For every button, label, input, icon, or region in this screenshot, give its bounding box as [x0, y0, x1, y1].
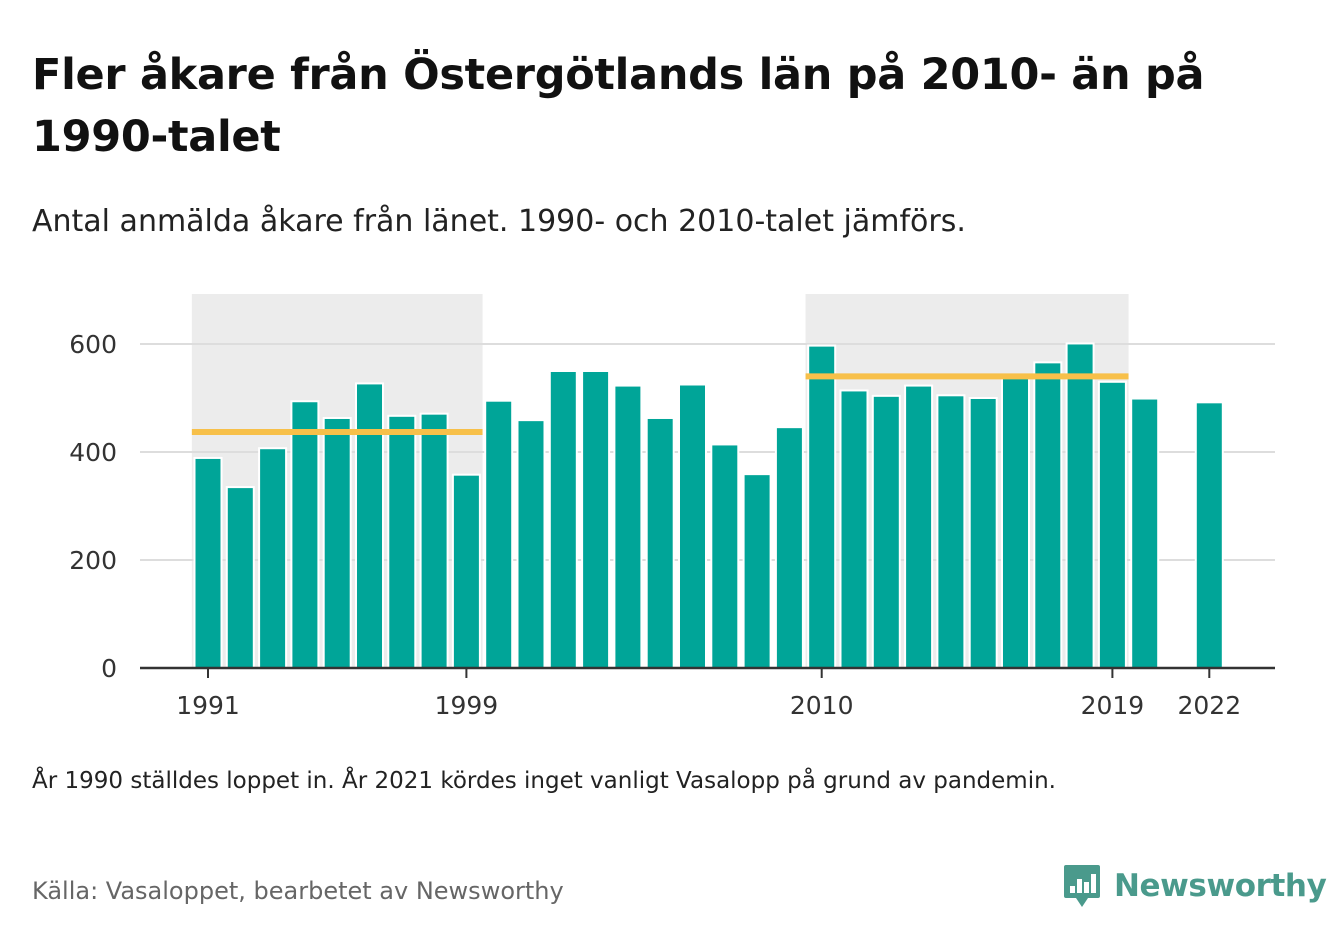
y-tick-label-600: 600 [69, 330, 117, 359]
bar-1997 [387, 414, 417, 669]
y-tick-label-200: 200 [69, 546, 117, 575]
bar-1993 [258, 447, 288, 669]
chart-subtitle: Antal anmälda åkare från länet. 1990- oc… [32, 204, 966, 239]
chart-note: År 1990 ställdes loppet in. År 2021 körd… [32, 768, 1056, 794]
bar-2009 [774, 426, 804, 669]
bar-2000 [484, 399, 514, 669]
bar-chart: 0 200 400 600 1991 1999 2010 2019 2022 [69, 294, 1275, 720]
y-tick-label-400: 400 [69, 438, 117, 467]
x-tick-label-2019: 2019 [1081, 691, 1145, 720]
bar-2012 [871, 394, 901, 669]
bar-1994 [290, 400, 320, 670]
bar-2022 [1194, 401, 1224, 669]
bar-2001 [516, 419, 546, 669]
bar-2006 [678, 383, 707, 669]
bar-2005 [645, 416, 675, 669]
bar-2002 [548, 370, 578, 669]
bar-2007 [710, 443, 740, 669]
bar-1995 [322, 416, 352, 669]
x-tick-label-2022: 2022 [1177, 691, 1241, 720]
x-tick-label-2010: 2010 [790, 691, 854, 720]
y-tick-label-0: 0 [101, 654, 117, 683]
chart-title: Fler åkare från Östergötlands län på 201… [32, 50, 1205, 162]
bar-2017 [1033, 361, 1063, 670]
x-tick-label-1991: 1991 [176, 691, 240, 720]
bar-2015 [968, 397, 998, 669]
bar-2004 [613, 384, 643, 670]
bar-2008 [742, 473, 772, 669]
bar-2019 [1097, 380, 1127, 670]
bar-1998 [419, 412, 449, 669]
newsworthy-brand: Newsworthy [1062, 862, 1327, 910]
bar-2010 [807, 344, 837, 670]
bar-1999 [451, 473, 481, 669]
source-credit: Källa: Vasaloppet, bearbetet av Newswort… [32, 877, 564, 905]
brand-name: Newsworthy [1114, 868, 1327, 904]
newsworthy-logo-icon [1064, 865, 1100, 907]
bar-1996 [355, 382, 384, 669]
bar-2014 [936, 394, 966, 670]
bar-2020 [1130, 397, 1160, 669]
bar-2016 [1001, 375, 1030, 670]
bar-1991 [193, 456, 223, 669]
bar-2003 [581, 370, 611, 669]
bar-2011 [839, 389, 869, 669]
bar-1992 [225, 486, 255, 669]
bar-2018 [1065, 342, 1095, 670]
bar-2013 [904, 384, 934, 670]
x-tick-label-1999: 1999 [435, 691, 499, 720]
